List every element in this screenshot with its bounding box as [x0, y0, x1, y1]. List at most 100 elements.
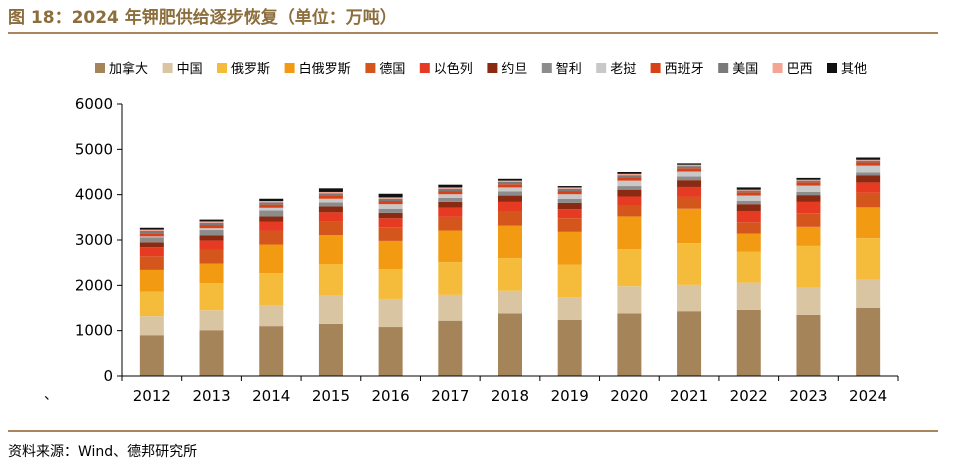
bar-segment-2021-1 — [677, 311, 702, 376]
legend-swatch-2 — [162, 63, 173, 73]
bar-segment-2013-5 — [199, 249, 224, 264]
legend-label-8: 智利 — [556, 62, 582, 77]
bar-segment-2021-6 — [677, 186, 702, 197]
bar-segment-2021-11 — [677, 166, 702, 169]
bar-segment-2022-9 — [736, 195, 761, 202]
bar-segment-2016-2 — [378, 298, 403, 328]
bar-segment-2021-3 — [677, 243, 702, 285]
legend-swatch-11 — [718, 63, 729, 73]
bar-segment-2024-1 — [856, 308, 881, 376]
bar-segment-2021-10 — [677, 168, 702, 172]
bar-segment-2019-13 — [557, 186, 582, 188]
x-tick-label: 2012 — [133, 387, 171, 405]
bar-segment-2024-9 — [856, 165, 881, 173]
bar-segment-2018-8 — [498, 191, 522, 196]
bar-segment-2012-1 — [139, 335, 164, 376]
legend-swatch-7 — [487, 63, 498, 73]
legend-swatch-9 — [596, 63, 607, 73]
bar-segment-2020-9 — [617, 180, 642, 187]
x-tick-label: 2013 — [192, 387, 230, 405]
bar-segment-2022-1 — [736, 309, 761, 376]
stray-mark: 、 — [44, 387, 58, 403]
bar-segment-2021-8 — [677, 176, 702, 181]
bar-segment-2012-5 — [139, 256, 164, 270]
legend-swatch-8 — [541, 63, 552, 73]
bar-segment-2023-1 — [796, 314, 821, 376]
bar-segment-2012-9 — [139, 236, 164, 238]
bar-segment-2021-12 — [677, 164, 702, 167]
bar-segment-2016-5 — [378, 227, 403, 241]
bar-segment-2024-5 — [856, 192, 881, 208]
bar-segment-2023-11 — [796, 180, 821, 183]
bar-segment-2013-9 — [199, 228, 224, 231]
bar-segment-2018-1 — [498, 313, 522, 376]
y-tick-label: 0 — [103, 367, 113, 385]
bar-segment-2022-2 — [736, 282, 761, 310]
bar-segment-2012-10 — [139, 233, 164, 237]
x-tick-label: 2024 — [849, 387, 887, 405]
x-tick-label: 2021 — [670, 387, 708, 405]
bar-segment-2018-13 — [498, 178, 522, 181]
bar-segment-2017-8 — [438, 197, 463, 202]
bar-segment-2015-8 — [318, 202, 343, 207]
bar-segment-2021-2 — [677, 284, 702, 312]
bar-segment-2023-10 — [796, 182, 821, 186]
legend-label-10: 西班牙 — [665, 62, 704, 77]
bar-segment-2023-8 — [796, 191, 821, 196]
bar-segment-2017-9 — [438, 194, 463, 198]
legend-swatch-1 — [95, 63, 105, 73]
bar-segment-2014-7 — [259, 216, 284, 222]
bar-segment-2019-11 — [557, 188, 582, 192]
bar-segment-2013-8 — [199, 230, 224, 236]
bar-segment-2024-12 — [856, 159, 881, 161]
bar-segment-2023-6 — [796, 201, 821, 214]
bar-segment-2022-10 — [736, 192, 761, 196]
bar-segment-2016-7 — [378, 212, 403, 219]
y-tick-label: 3000 — [75, 231, 113, 249]
x-tick-label: 2017 — [431, 387, 469, 405]
bar-segment-2014-13 — [259, 198, 284, 202]
bar-segment-2014-8 — [259, 210, 284, 217]
bar-segment-2017-5 — [438, 216, 463, 231]
bar-segment-2023-3 — [796, 245, 821, 288]
bar-segment-2015-13 — [318, 188, 343, 192]
bar-segment-2013-11 — [199, 222, 224, 226]
bar-segment-2017-13 — [438, 184, 463, 188]
bar-segment-2024-8 — [856, 172, 881, 176]
bar-segment-2019-5 — [557, 218, 582, 232]
bar-segment-2019-6 — [557, 209, 582, 219]
bar-segment-2012-12 — [139, 229, 164, 231]
bar-segment-2021-4 — [677, 208, 702, 244]
bar-segment-2021-13 — [677, 163, 702, 165]
bar-segment-2015-3 — [318, 264, 343, 296]
bar-segment-2018-6 — [498, 201, 522, 211]
bar-segment-2018-5 — [498, 210, 522, 226]
bar-segment-2013-1 — [199, 330, 224, 376]
bar-segment-2019-12 — [557, 187, 582, 189]
bar-segment-2019-7 — [557, 202, 582, 210]
bar-segment-2022-6 — [736, 210, 761, 223]
bar-segment-2022-13 — [736, 187, 761, 190]
legend-label-2: 中国 — [177, 62, 203, 77]
bar-segment-2016-10 — [378, 201, 403, 205]
y-tick-label: 1000 — [75, 322, 113, 340]
legend-label-9: 老挝 — [610, 62, 636, 77]
bar-segment-2012-3 — [139, 291, 164, 317]
bar-segment-2013-12 — [199, 221, 224, 223]
bar-segment-2023-5 — [796, 213, 821, 227]
legend-swatch-10 — [650, 63, 661, 73]
bar-segment-2017-11 — [438, 188, 463, 192]
bar-segment-2018-4 — [498, 225, 522, 259]
legend-label-3: 俄罗斯 — [231, 62, 270, 77]
bar-segment-2014-11 — [259, 202, 284, 205]
bar-segment-2012-6 — [139, 247, 164, 257]
bar-segment-2019-10 — [557, 191, 582, 195]
bar-segment-2014-3 — [259, 273, 284, 306]
bar-segment-2013-6 — [199, 240, 224, 250]
y-tick-label: 6000 — [75, 95, 113, 113]
bar-segment-2022-11 — [736, 190, 761, 193]
title-rule — [8, 32, 938, 34]
bar-segment-2016-4 — [378, 240, 403, 270]
bar-segment-2015-1 — [318, 323, 343, 376]
bar-segment-2017-4 — [438, 230, 463, 263]
